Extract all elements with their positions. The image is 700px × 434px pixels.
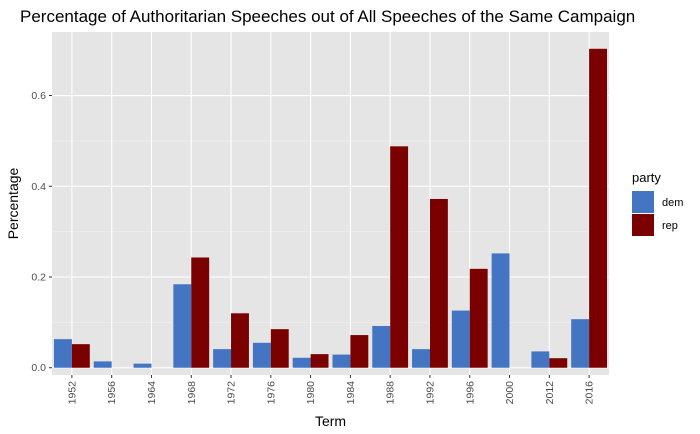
bar-rep-2016 <box>589 48 608 368</box>
x-tick-label: 1980 <box>305 381 317 405</box>
x-tick-label: 1988 <box>385 381 397 405</box>
bar-dem-2016 <box>571 319 590 368</box>
legend-title: party <box>632 170 661 185</box>
bar-dem-1964 <box>133 363 152 368</box>
x-tick-label: 1996 <box>464 381 476 405</box>
bar-rep-1972 <box>231 313 249 368</box>
bar-dem-1956 <box>93 361 112 368</box>
axis-ticks: 0.0 0.2 0.4 0.6 1952 1956 1964 1968 1972 1976 1980… <box>31 90 595 404</box>
bar-dem-2012 <box>531 351 550 368</box>
y-tick-label: 0.0 <box>31 362 46 374</box>
x-tick-label: 1952 <box>66 381 78 405</box>
bar-dem-1976 <box>252 342 271 368</box>
x-tick-label: 1976 <box>265 381 277 405</box>
bar-rep-1992 <box>429 198 448 368</box>
bar-dem-1980 <box>292 357 311 368</box>
bar-dem-1992 <box>412 349 430 368</box>
y-tick-label: 0.4 <box>31 181 46 193</box>
bar-dem-1996 <box>451 310 470 368</box>
legend-label-rep: rep <box>662 220 678 232</box>
bars <box>53 48 608 368</box>
x-tick-label: 1956 <box>106 381 118 405</box>
bar-rep-1968 <box>191 257 210 368</box>
bar-rep-2012 <box>549 358 568 368</box>
bar-dem-1984 <box>332 354 351 368</box>
bar-rep-1952 <box>71 344 90 368</box>
bar-dem-1972 <box>213 349 232 368</box>
grid-lines <box>52 32 609 375</box>
bar-rep-1988 <box>390 146 409 368</box>
x-tick-label: 1968 <box>186 381 198 405</box>
legend-label-dem: dem <box>662 197 683 209</box>
y-axis-title: Percentage <box>5 167 21 239</box>
x-tick-label: 2012 <box>544 381 556 405</box>
bar-rep-1980 <box>310 354 329 368</box>
bar-dem-2000 <box>491 253 510 368</box>
bar-rep-1996 <box>469 268 488 368</box>
x-tick-label: 2000 <box>504 381 516 405</box>
x-tick-label: 1992 <box>424 381 436 405</box>
legend-swatch-dem <box>632 191 654 213</box>
plot-panel <box>52 32 609 375</box>
y-tick-label: 0.2 <box>31 272 46 284</box>
bar-dem-1988 <box>372 326 391 368</box>
legend: party dem rep <box>632 170 683 236</box>
x-tick-label: 1972 <box>226 381 238 405</box>
x-axis-title: Term <box>315 413 346 429</box>
chart-title: Percentage of Authoritarian Speeches out… <box>20 7 635 26</box>
legend-swatch-rep <box>632 214 654 236</box>
y-tick-label: 0.6 <box>31 90 46 102</box>
x-tick-label: 1984 <box>345 381 357 405</box>
x-tick-label: 2016 <box>584 381 596 405</box>
x-tick-label: 1964 <box>146 381 158 405</box>
bar-dem-1952 <box>53 339 72 368</box>
bar-dem-1968 <box>173 284 192 368</box>
bar-rep-1976 <box>270 329 289 368</box>
bar-rep-1984 <box>350 335 369 368</box>
